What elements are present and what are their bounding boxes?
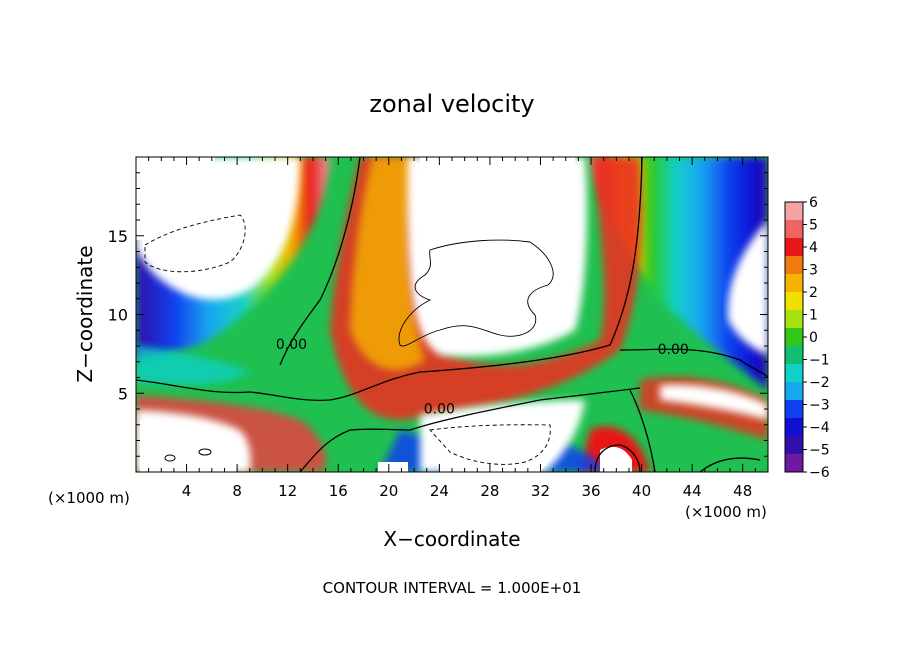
- colorbar-swatch: [785, 292, 803, 311]
- chart-title: zonal velocity: [369, 90, 534, 118]
- colorbar-label: 2: [809, 285, 818, 301]
- x-tick-label: 32: [531, 482, 550, 500]
- x-tick-label: 16: [329, 482, 348, 500]
- x-tick-label: 48: [733, 482, 752, 500]
- contour-label: 0.00: [424, 402, 455, 418]
- colorbar-swatch: [785, 328, 803, 347]
- colorbar-swatch: [785, 418, 803, 437]
- colorbar-swatch: [785, 346, 803, 365]
- x-tick-label: 12: [278, 482, 297, 500]
- colorbar-swatch: [785, 202, 803, 221]
- x-tick-label: 20: [379, 482, 398, 500]
- y-tick-label: 15: [108, 227, 128, 246]
- heatmap-field: [136, 157, 768, 472]
- colorbar-label: 1: [809, 308, 818, 324]
- x-axis-title: X−coordinate: [383, 527, 520, 551]
- y-tick-label: 5: [118, 384, 128, 403]
- colorbar-swatch: [785, 382, 803, 401]
- colorbar-swatch: [785, 256, 803, 275]
- contour-label: 0.00: [276, 337, 307, 353]
- x-unit-right: (×1000 m): [685, 503, 767, 521]
- colorbar-swatch: [785, 310, 803, 329]
- colorbar: 6 5 4 3 2 1 0 −1 −2 −3 −4 −5 −6: [784, 195, 830, 481]
- y-axis-title: Z−coordinate: [73, 245, 97, 382]
- colorbar-label: 4: [809, 240, 818, 256]
- x-tick-label: 8: [232, 482, 242, 500]
- x-tick-label: 24: [430, 482, 449, 500]
- colorbar-swatch: [785, 238, 803, 257]
- colorbar-swatch: [785, 436, 803, 455]
- colorbar-label: 3: [809, 263, 818, 279]
- x-unit-left: (×1000 m): [48, 489, 130, 507]
- colorbar-swatch: [785, 400, 803, 419]
- x-tick-label: 28: [480, 482, 499, 500]
- colorbar-label: −3: [809, 398, 830, 414]
- colorbar-label: 5: [809, 218, 818, 234]
- colorbar-label: 6: [809, 195, 818, 211]
- colorbar-label: −5: [809, 443, 830, 459]
- colorbar-swatch: [785, 364, 803, 383]
- colorbar-swatch: [785, 454, 803, 473]
- colorbar-label: −1: [809, 353, 830, 369]
- colorbar-swatch: [785, 220, 803, 239]
- colorbar-label: −4: [809, 420, 830, 436]
- x-tick-label: 4: [182, 482, 192, 500]
- x-tick-label: 44: [683, 482, 702, 500]
- x-tick-label: 40: [632, 482, 651, 500]
- colorbar-label: −2: [809, 375, 830, 391]
- x-tick-label: 36: [581, 482, 600, 500]
- colorbar-label: 0: [809, 330, 818, 346]
- contour-interval-note: CONTOUR INTERVAL = 1.000E+01: [323, 579, 582, 597]
- contour-label: 0.00: [658, 342, 689, 358]
- colorbar-swatch: [785, 274, 803, 293]
- y-tick-label: 10: [108, 306, 128, 325]
- colorbar-label: −6: [809, 465, 830, 481]
